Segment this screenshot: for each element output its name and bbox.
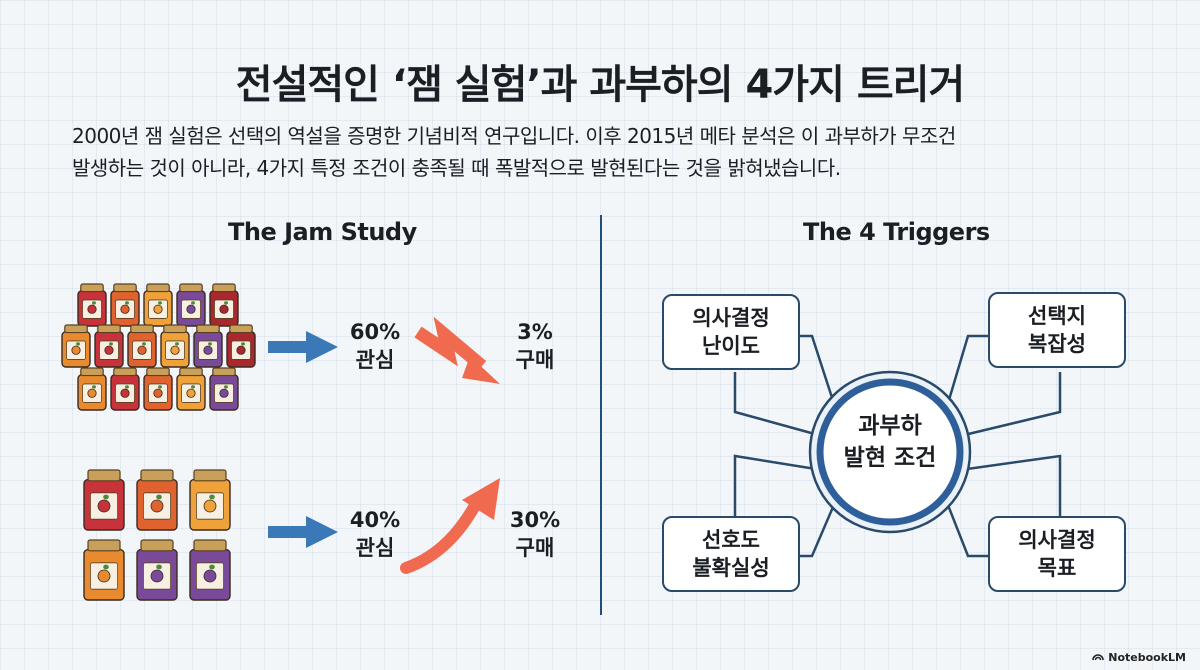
- jam-jar-icon: [160, 324, 190, 368]
- trigger-decision-goal: 의사결정 목표: [988, 516, 1126, 592]
- brand-mark: NotebookLM: [1092, 651, 1186, 664]
- jam-jar-icon: [136, 469, 178, 531]
- small-interest-stat: 40% 관심: [335, 506, 415, 562]
- large-purchase-value: 3%: [517, 320, 553, 344]
- large-interest-label: 관심: [355, 348, 395, 372]
- jam-jar-icon: [209, 367, 239, 411]
- description-line-2: 발생하는 것이 아니라, 4가지 특정 조건이 충족될 때 폭발적으로 발현된다…: [72, 156, 841, 180]
- jam-jar-icon: [127, 324, 157, 368]
- large-interest-value: 60%: [349, 320, 401, 344]
- jam-jar-icon: [83, 539, 125, 601]
- jam-jar-icon: [61, 324, 91, 368]
- jam-jar-icon: [94, 324, 124, 368]
- jam-jar-icon: [143, 283, 173, 327]
- jam-jar-icon: [189, 469, 231, 531]
- jam-jar-icon: [110, 283, 140, 327]
- jam-jar-icon: [176, 283, 206, 327]
- small-purchase-label: 구매: [515, 536, 555, 560]
- jam-jar-icon: [77, 367, 107, 411]
- small-interest-value: 40%: [349, 508, 401, 532]
- trigger-decision-difficulty: 의사결정 난이도: [662, 294, 800, 370]
- overload-condition-center: 과부하 발현 조건: [843, 413, 937, 471]
- jam-jar-icon: [110, 367, 140, 411]
- description: 2000년 잼 실험은 선택의 역설을 증명한 기념비적 연구입니다. 이후 2…: [72, 120, 1132, 184]
- trigger-choice-complexity: 선택지 복잡성: [988, 292, 1126, 368]
- small-purchase-stat: 30% 구매: [495, 506, 575, 562]
- large-interest-stat: 60% 관심: [335, 318, 415, 374]
- page-title: 전설적인 ‘잼 실험’과 과부하의 4가지 트리거: [235, 62, 965, 108]
- notebooklm-logo-icon: [1092, 651, 1105, 664]
- large-purchase-stat: 3% 구매: [495, 318, 575, 374]
- brand-name: NotebookLM: [1108, 651, 1186, 664]
- jam-jar-icon: [143, 367, 173, 411]
- small-purchase-value: 30%: [509, 508, 561, 532]
- jam-jar-icon: [189, 539, 231, 601]
- triggers-title: The 4 Triggers: [803, 218, 990, 246]
- jam-jar-icon: [77, 283, 107, 327]
- large-purchase-label: 구매: [515, 348, 555, 372]
- jam-jar-icon: [83, 469, 125, 531]
- jam-study-title: The Jam Study: [228, 218, 417, 246]
- section-divider: [600, 215, 602, 615]
- description-line-1: 2000년 잼 실험은 선택의 역설을 증명한 기념비적 연구입니다. 이후 2…: [72, 124, 956, 148]
- jam-jars: [61, 283, 256, 601]
- jam-jar-icon: [193, 324, 223, 368]
- jam-jar-icon: [209, 283, 239, 327]
- jam-jar-icon: [226, 324, 256, 368]
- trigger-preference-uncertainty: 선호도 불확실성: [662, 516, 800, 592]
- jam-jar-icon: [136, 539, 178, 601]
- small-interest-label: 관심: [355, 536, 395, 560]
- jam-jar-icon: [176, 367, 206, 411]
